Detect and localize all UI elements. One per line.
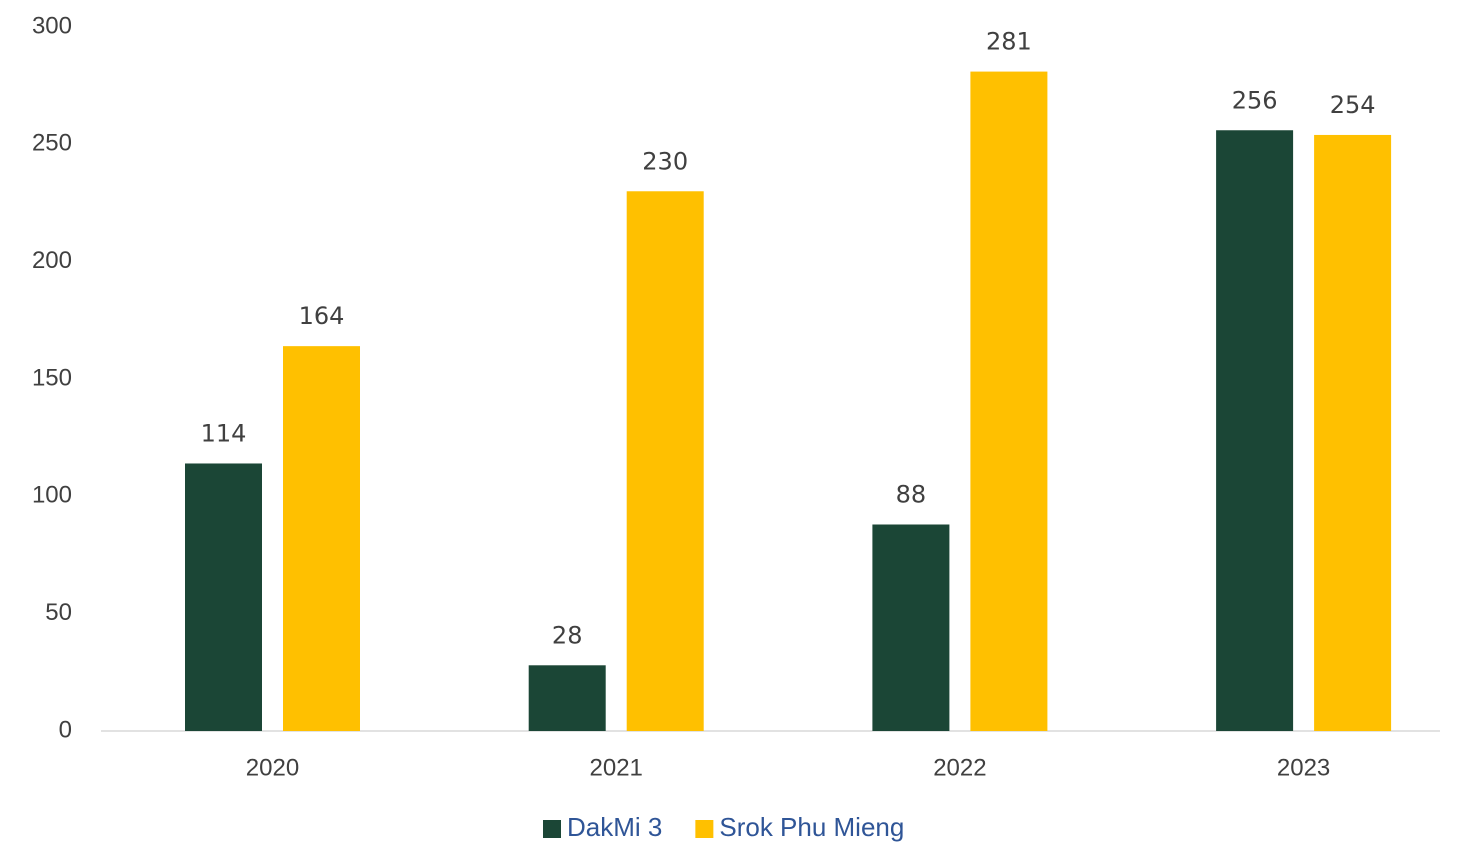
legend-label: Srok Phu Mieng [719, 812, 904, 842]
legend-swatch [543, 820, 561, 838]
data-label: 88 [896, 480, 927, 508]
y-tick-label: 300 [32, 12, 72, 39]
bar [283, 346, 360, 731]
y-tick-label: 100 [32, 482, 72, 509]
y-tick-label: 250 [32, 130, 72, 157]
bar [872, 524, 950, 731]
bar [185, 463, 262, 731]
bar [970, 71, 1048, 731]
x-tick-label: 2020 [246, 754, 299, 781]
bar [626, 191, 704, 731]
y-tick-label: 50 [45, 599, 72, 626]
bar [1314, 134, 1392, 732]
bar [528, 665, 606, 731]
data-label: 164 [299, 302, 345, 330]
x-tick-label: 2021 [590, 754, 643, 781]
y-tick-label: 200 [32, 247, 72, 274]
data-label: 281 [986, 28, 1032, 56]
data-label: 114 [201, 419, 247, 447]
x-tick-label: 2022 [933, 754, 986, 781]
data-label: 256 [1232, 86, 1278, 114]
data-label: 254 [1330, 91, 1376, 119]
legend-swatch [695, 820, 714, 838]
y-tick-label: 150 [32, 364, 72, 391]
data-label: 230 [642, 147, 688, 175]
y-tick-label: 0 [59, 716, 72, 743]
x-tick-label: 2023 [1277, 754, 1330, 781]
bar [1216, 130, 1294, 732]
legend-label: DakMi 3 [567, 812, 662, 842]
data-label: 28 [552, 621, 583, 649]
